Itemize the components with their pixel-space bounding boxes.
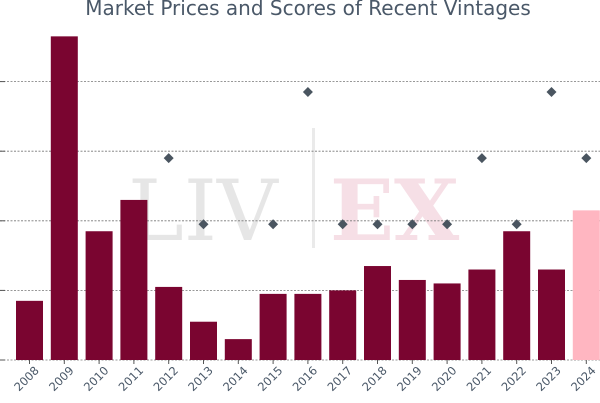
score-point [163,153,174,164]
score-point [581,153,592,164]
bar [155,286,183,360]
score-point [476,153,487,164]
bar-series [16,36,600,361]
x-tick-label: 2011 [116,363,147,394]
bar [120,199,148,360]
x-tick-label: 2019 [394,363,425,394]
bar [16,300,43,360]
x-tick-label: 2024 [568,363,599,394]
bar [503,231,531,360]
x-tick-label: 2008 [11,363,42,394]
bar [538,269,565,360]
bar [572,210,600,360]
watermark-divider [312,128,315,248]
score-point [546,87,557,98]
bar [294,293,322,360]
x-tick-label: 2014 [220,363,251,394]
score-point [198,219,209,230]
watermark-logo: LIV EX [128,128,460,260]
bar [190,321,217,360]
x-tick-label: 2010 [81,363,112,394]
bar [398,279,426,360]
watermark-right: EX [330,161,460,260]
x-tick-label: 2016 [290,363,321,394]
x-tick-label: 2009 [46,363,77,394]
bar [433,283,461,360]
x-tick-label: 2017 [324,363,355,394]
bar [224,339,252,360]
x-tick-label: 2012 [150,363,181,394]
x-axis-ticks: 2008 2009 2010 2011 2012 2013 2014 2015 2016 2017… [11,360,599,394]
bar [85,231,113,360]
score-point [372,219,383,230]
x-tick-label: 2013 [185,363,216,394]
chart-title: Market Prices and Scores of Recent Vinta… [85,0,531,20]
score-point [268,219,279,230]
score-point [511,219,522,230]
score-point [442,219,453,230]
score-point [407,219,418,230]
bar [259,293,287,360]
x-tick-label: 2018 [359,363,390,394]
x-tick-label: 2020 [429,363,460,394]
bar [50,36,78,361]
x-tick-label: 2021 [464,363,495,394]
bar [468,269,496,360]
bar [329,290,357,360]
x-tick-label: 2022 [498,363,529,394]
score-point [302,87,313,98]
x-tick-label: 2023 [533,363,564,394]
watermark-left: LIV [128,162,279,260]
bar [364,266,391,360]
x-tick-label: 2015 [255,363,286,394]
score-series [163,87,592,230]
score-point [337,219,348,230]
